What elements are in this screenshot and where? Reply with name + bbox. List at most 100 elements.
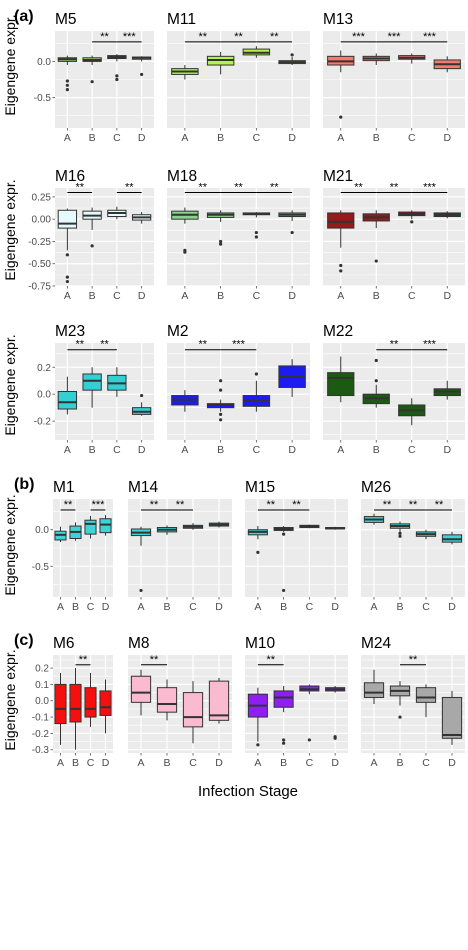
panel-background bbox=[167, 343, 310, 440]
x-tick-label: A bbox=[181, 290, 188, 302]
box-d bbox=[433, 211, 461, 219]
box-iqr bbox=[99, 690, 112, 716]
outlier-point bbox=[339, 263, 343, 268]
box-d bbox=[208, 521, 230, 528]
box-iqr bbox=[273, 690, 294, 708]
box-c bbox=[84, 515, 97, 539]
significance-label: ** bbox=[100, 31, 109, 43]
y-tick-label: 0.0 bbox=[35, 525, 49, 536]
outlier-point bbox=[65, 83, 69, 87]
box-b bbox=[156, 525, 178, 535]
x-tick-label: D bbox=[288, 132, 296, 144]
panel-m8: A B C D **M8 bbox=[128, 635, 232, 769]
significance-label: ** bbox=[75, 181, 84, 193]
panel-title: M1 bbox=[53, 479, 75, 496]
outlier-point bbox=[282, 532, 286, 536]
x-tick-label: D bbox=[288, 444, 296, 456]
outlier-point bbox=[398, 534, 402, 538]
x-tick-label: C bbox=[87, 601, 95, 613]
box-a bbox=[54, 672, 67, 745]
outlier-point bbox=[65, 79, 69, 83]
box-c bbox=[398, 398, 426, 426]
x-tick-label: A bbox=[337, 132, 344, 144]
x-tick-label: B bbox=[72, 601, 79, 613]
outlier-point bbox=[410, 220, 414, 224]
panel-m13: A B C D *** *** *** M13 bbox=[323, 11, 465, 144]
panel-background bbox=[167, 188, 310, 286]
box-c bbox=[398, 210, 426, 224]
significance-label: ** bbox=[64, 499, 73, 511]
box-c bbox=[299, 684, 320, 742]
x-tick-label: A bbox=[137, 601, 144, 613]
x-tick-label: C bbox=[422, 601, 430, 613]
y-tick-label: 0.2 bbox=[37, 363, 51, 374]
x-tick-label: C bbox=[87, 757, 95, 769]
x-tick-label: D bbox=[443, 132, 451, 144]
significance-label: ** bbox=[176, 499, 185, 511]
box-iqr bbox=[363, 682, 385, 698]
panel-m2: A B C D** ***M2 bbox=[167, 323, 310, 456]
x-tick-label: A bbox=[254, 757, 261, 769]
panel-title: M18 bbox=[167, 168, 197, 185]
x-tick-label: B bbox=[163, 757, 170, 769]
panel-title: M11 bbox=[167, 11, 196, 28]
significance-label: ** bbox=[75, 339, 84, 351]
box-d bbox=[278, 53, 306, 66]
x-tick-label: A bbox=[64, 290, 71, 302]
x-tick-label: D bbox=[448, 601, 456, 613]
x-tick-label: C bbox=[113, 290, 121, 302]
x-tick-label: C bbox=[306, 757, 314, 769]
box-a bbox=[54, 526, 67, 543]
box-c bbox=[107, 206, 127, 220]
outlier-point bbox=[398, 531, 402, 535]
box-d bbox=[433, 56, 461, 73]
panel-background bbox=[323, 188, 465, 286]
x-tick-label: D bbox=[138, 444, 146, 456]
box-b bbox=[156, 679, 178, 721]
box-d bbox=[131, 56, 152, 77]
box-iqr bbox=[327, 372, 355, 397]
outlier-point bbox=[219, 412, 223, 417]
y-tick-label: 0.25 bbox=[32, 192, 52, 203]
box-c bbox=[84, 672, 97, 727]
outlier-point bbox=[398, 715, 402, 719]
box-iqr bbox=[82, 373, 102, 391]
x-tick-label: D bbox=[215, 601, 223, 613]
significance-label: ** bbox=[198, 31, 207, 43]
x-tick-label: D bbox=[288, 290, 296, 302]
outlier-point bbox=[65, 88, 69, 92]
panel-title: M5 bbox=[55, 11, 77, 28]
x-tick-label: B bbox=[373, 132, 380, 144]
x-tick-label: C bbox=[408, 290, 416, 302]
y-tick-label: 0.2 bbox=[35, 664, 49, 675]
box-iqr bbox=[54, 683, 67, 725]
x-tick-label: A bbox=[254, 601, 261, 613]
panel-m5: -0.50.0A B C D** ***M5 bbox=[34, 11, 154, 144]
section-label-c: (c) bbox=[14, 632, 34, 649]
x-tick-label: D bbox=[138, 290, 146, 302]
box-iqr bbox=[69, 683, 82, 723]
y-tick-label: -0.5 bbox=[32, 562, 50, 573]
box-b bbox=[69, 668, 82, 750]
significance-label: *** bbox=[423, 339, 437, 351]
box-a bbox=[130, 669, 152, 716]
x-tick-label: B bbox=[373, 444, 380, 456]
significance-label: ** bbox=[354, 181, 363, 193]
box-d bbox=[278, 359, 306, 397]
outlier-point bbox=[254, 230, 258, 235]
outlier-point bbox=[282, 738, 286, 742]
box-d bbox=[131, 212, 152, 224]
significance-label: ** bbox=[409, 654, 418, 666]
y-tick-label: -0.1 bbox=[32, 713, 50, 724]
significance-label: *** bbox=[388, 31, 402, 43]
significance-label: ** bbox=[292, 499, 301, 511]
panel-title: M26 bbox=[361, 479, 391, 496]
x-axis-title: Infection Stage bbox=[198, 783, 298, 800]
x-tick-label: B bbox=[396, 601, 403, 613]
x-tick-label: B bbox=[217, 444, 224, 456]
box-d bbox=[208, 677, 230, 724]
box-b bbox=[82, 55, 102, 84]
outlier-point bbox=[219, 379, 223, 383]
panel-m16: -0.75-0.50-0.250.000.25A B C D** **M16 bbox=[28, 168, 154, 302]
